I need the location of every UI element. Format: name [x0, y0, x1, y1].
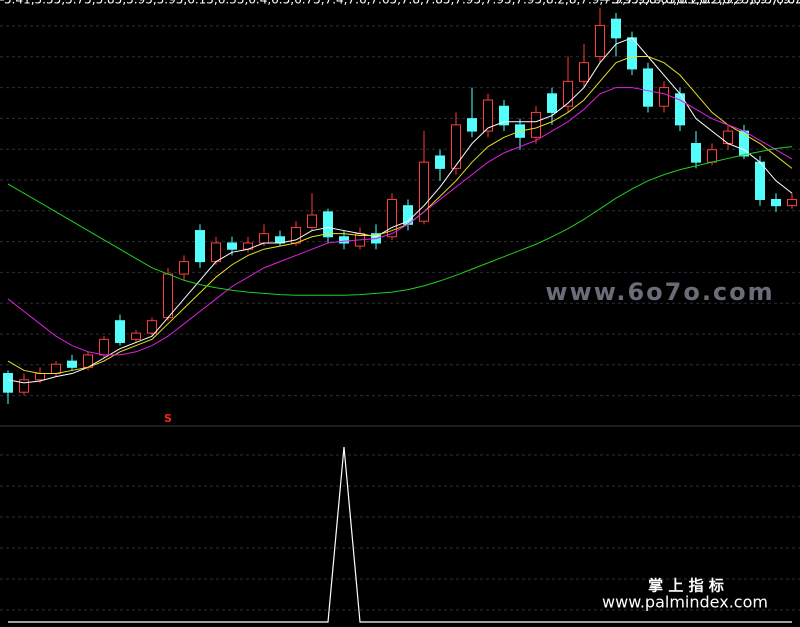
candle-body	[67, 360, 77, 368]
candle-body	[787, 198, 797, 207]
candle-body	[227, 242, 237, 250]
candle-body	[691, 143, 701, 163]
candle-body	[547, 93, 557, 113]
candle-body	[483, 99, 493, 132]
watermark: www.palmindex.com	[602, 593, 768, 612]
candle-body	[179, 261, 189, 275]
candle-body	[387, 198, 397, 238]
candle-body	[659, 87, 669, 107]
moving-average	[7, 55, 793, 375]
candle-body	[771, 198, 781, 207]
candle-body	[99, 338, 109, 356]
candle-body	[467, 118, 477, 132]
high-label: 5.95,5.9,6,6.1,6.2,6.25,6.5,6.85,6.6,6.8…	[612, 0, 800, 7]
candle-body	[3, 373, 13, 393]
candle-body	[707, 149, 717, 163]
candle-body	[419, 161, 429, 222]
candle-body	[499, 105, 509, 126]
candle-body	[323, 211, 333, 238]
candle-body	[339, 236, 349, 244]
candle-body	[163, 273, 173, 319]
candle-body	[611, 18, 621, 39]
candle-body	[131, 332, 141, 340]
candle-body	[307, 214, 317, 228]
candle-body	[115, 320, 125, 343]
watermark: www.6o7o.com	[545, 278, 774, 306]
candle-body	[435, 155, 445, 169]
candle-body	[451, 124, 461, 169]
candle-body	[627, 37, 637, 70]
candle-body	[755, 161, 765, 200]
candle-body	[51, 363, 61, 375]
candle-body	[531, 111, 541, 138]
low-label: 5.41,5.55,5.75,5.85,5.95,5.95,6.15,6.35,…	[4, 0, 800, 7]
indicator-line	[8, 446, 792, 623]
candle-body	[147, 320, 157, 334]
candle-body	[579, 62, 589, 82]
grid	[0, 25, 800, 611]
candle-body	[259, 233, 269, 244]
watermark: 掌 上 指 标	[648, 577, 724, 595]
candle-body	[211, 242, 221, 263]
candle-body	[563, 80, 573, 107]
moving-average	[7, 146, 793, 296]
candle-body	[195, 230, 205, 263]
candle-body	[643, 68, 653, 107]
candle-body	[19, 379, 29, 393]
signal-label: S	[164, 412, 172, 425]
candle-body	[595, 24, 605, 57]
candle-body	[35, 373, 45, 381]
moving-average	[7, 87, 793, 356]
moving-average	[7, 37, 793, 384]
